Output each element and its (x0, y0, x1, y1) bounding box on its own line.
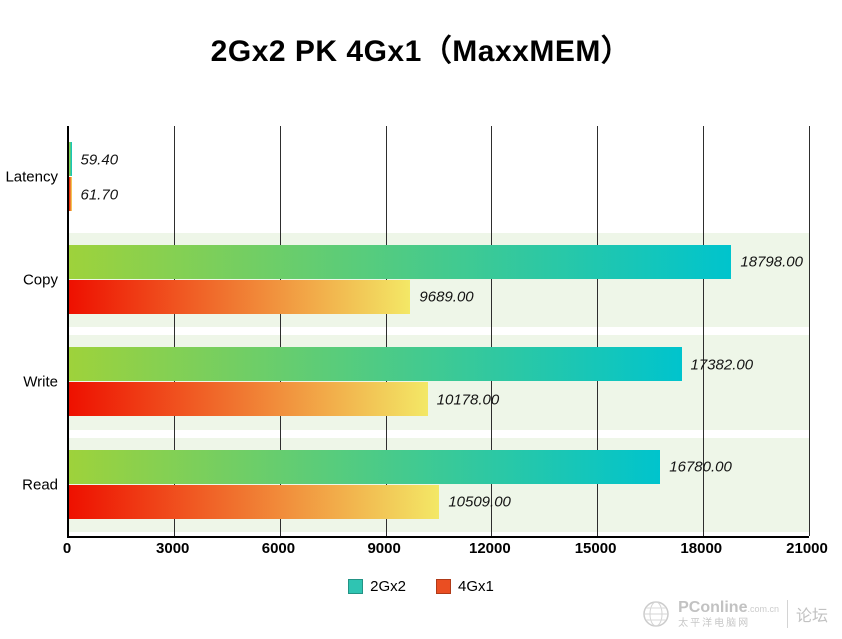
chart-title: 2Gx2 PK 4Gx1（MaxxMEM） (210, 35, 632, 68)
x-tick-label: 0 (62, 540, 72, 557)
x-tick-label: 21000 (786, 540, 828, 557)
legend-label: 2Gx2 (370, 578, 406, 595)
bar-value-label: 17382.00 (690, 356, 754, 374)
category-label-copy: Copy (22, 271, 58, 289)
bar-2gx2-copy (69, 244, 732, 279)
x-tick-label: 12000 (468, 540, 511, 557)
bar-value-label: 61.70 (80, 186, 119, 204)
watermark-forum: 论坛 (795, 608, 828, 626)
bar-4gx1-latency (69, 177, 72, 212)
legend-swatch (348, 579, 364, 594)
gridline (702, 126, 704, 536)
gridline (597, 126, 599, 536)
bar-value-label: 10178.00 (436, 391, 500, 409)
legend-item-2gx2: 2Gx2 (348, 578, 406, 595)
bar-2gx2-latency (69, 142, 72, 177)
watermark-subtitle: 太平洋电脑网 (678, 617, 751, 629)
category-label-write: Write (23, 373, 58, 391)
gridline (385, 126, 387, 536)
bar-4gx1-read (69, 484, 440, 519)
watermark-text: PConline.com.cn 太平洋电脑网 (678, 599, 779, 629)
bar-2gx2-read (69, 449, 661, 484)
gridline (174, 126, 176, 536)
watermark-divider (786, 600, 788, 629)
bar-value-label: 9689.00 (419, 288, 474, 306)
chart-legend: 2Gx2 4Gx1 (0, 578, 842, 595)
bar-value-label: 59.40 (80, 151, 119, 169)
bar-2gx2-write (69, 347, 682, 382)
x-tick-label: 18000 (680, 540, 723, 557)
x-tick-label: 6000 (261, 540, 296, 557)
bar-4gx1-copy (69, 279, 411, 314)
gridline (808, 126, 810, 536)
gridline (279, 126, 281, 536)
watermark-brand: PConline (678, 599, 748, 617)
y-axis-category-labels: Latency Copy Write Read (0, 126, 62, 536)
category-label-latency: Latency (5, 168, 58, 186)
x-tick-label: 15000 (574, 540, 617, 557)
bar-value-label: 10509.00 (448, 493, 511, 511)
x-tick-label: 9000 (367, 540, 401, 557)
watermark-brand-suffix: .com.cn (747, 604, 779, 615)
x-tick-label: 3000 (156, 540, 190, 557)
legend-swatch (436, 579, 451, 594)
legend-item-4gx1: 4Gx1 (436, 578, 494, 595)
watermark: PConline.com.cn 太平洋电脑网 论坛 (642, 599, 828, 629)
legend-label: 4Gx1 (458, 578, 494, 595)
bar-value-label: 16780.00 (669, 458, 732, 476)
category-label-read: Read (22, 476, 58, 494)
pconline-logo-icon (643, 601, 669, 627)
plot-area: 59.40 61.70 18798.00 9689.00 17382.00 10178.0… (67, 126, 810, 538)
bar-4gx1-write (69, 382, 428, 417)
bar-value-label: 18798.00 (740, 253, 803, 271)
x-axis-tick-labels: 0 3000 6000 9000 12000 15000 18000 21000 (63, 540, 828, 560)
gridline (491, 126, 493, 536)
